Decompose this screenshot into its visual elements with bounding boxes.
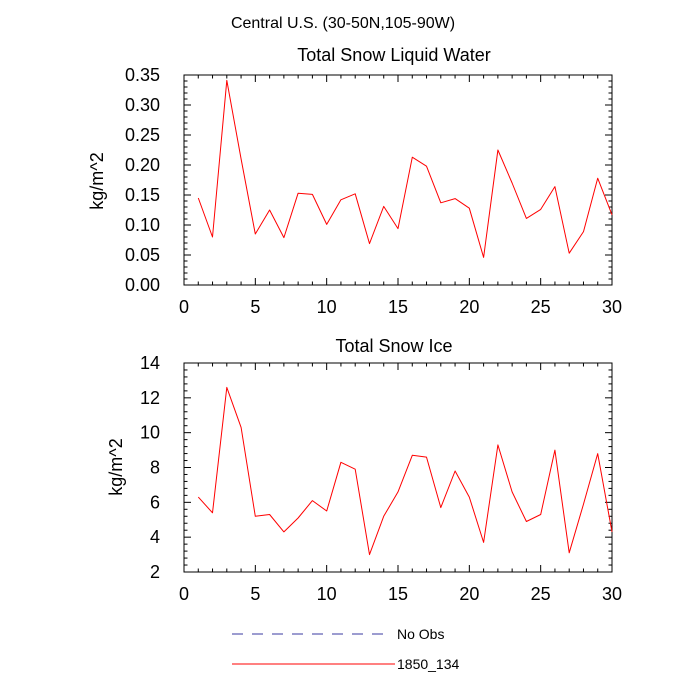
y-tick-label: 10: [140, 423, 160, 443]
y-tick-label: 2: [150, 562, 160, 582]
x-tick-label: 20: [459, 584, 479, 604]
x-tick-label: 30: [602, 584, 622, 604]
x-tick-label: 0: [179, 297, 189, 317]
y-tick-label: 0.00: [125, 275, 160, 295]
series-group: [197, 386, 613, 556]
x-tick-label: 30: [602, 297, 622, 317]
x-tick-label: 5: [250, 297, 260, 317]
x-tick-label: 10: [317, 297, 337, 317]
panel-title: Total Snow Ice: [335, 336, 452, 356]
series-line: [197, 386, 613, 556]
y-axis-label: kg/m^2: [106, 438, 126, 495]
panel-snow-liquid-water: Total Snow Liquid Water kg/m^2 0 5 10 15 20 2…: [87, 45, 622, 317]
y-tick-label: 4: [150, 527, 160, 547]
series-line: [197, 79, 613, 258]
x-tick-label: 10: [317, 584, 337, 604]
x-tick-label: 25: [531, 297, 551, 317]
y-tick-label: 0.10: [125, 215, 160, 235]
y-tick-label: 14: [140, 353, 160, 373]
ticks-group: 0 5 10 15 20 25 30 0.00 0.05 0.10 0.15 0.20 0.25 0.30…: [125, 65, 622, 317]
x-tick-label: 5: [250, 584, 260, 604]
plot-frame: [183, 362, 613, 573]
y-tick-label: 0.20: [125, 155, 160, 175]
figure-title: Central U.S. (30-50N,105-90W): [231, 15, 455, 32]
y-tick-label: 0.25: [125, 125, 160, 145]
plot-frame: [183, 74, 613, 286]
panel-title: Total Snow Liquid Water: [297, 45, 490, 65]
y-tick-label: 0.05: [125, 245, 160, 265]
x-tick-label: 15: [388, 584, 408, 604]
y-axis-label: kg/m^2: [87, 152, 107, 209]
panel-snow-ice: Total Snow Ice kg/m^2 0 5 10 15 20 25 30 2 4 6 8 10…: [106, 336, 622, 604]
x-tick-label: 0: [179, 584, 189, 604]
legend-label-no-obs: No Obs: [397, 626, 444, 642]
ticks-group: 0 5 10 15 20 25 30 2 4 6 8 10 12 14: [140, 353, 622, 604]
x-tick-label: 20: [459, 297, 479, 317]
x-tick-label: 25: [531, 584, 551, 604]
legend-label-1850-134: 1850_134: [397, 656, 460, 672]
legend: No Obs 1850_134: [232, 626, 460, 672]
y-tick-label: 12: [140, 388, 160, 408]
y-tick-label: 0.30: [125, 95, 160, 115]
y-tick-label: 8: [150, 458, 160, 478]
y-tick-label: 0.35: [125, 65, 160, 85]
y-tick-label: 6: [150, 492, 160, 512]
series-group: [197, 79, 613, 258]
y-tick-label: 0.15: [125, 185, 160, 205]
x-tick-label: 15: [388, 297, 408, 317]
